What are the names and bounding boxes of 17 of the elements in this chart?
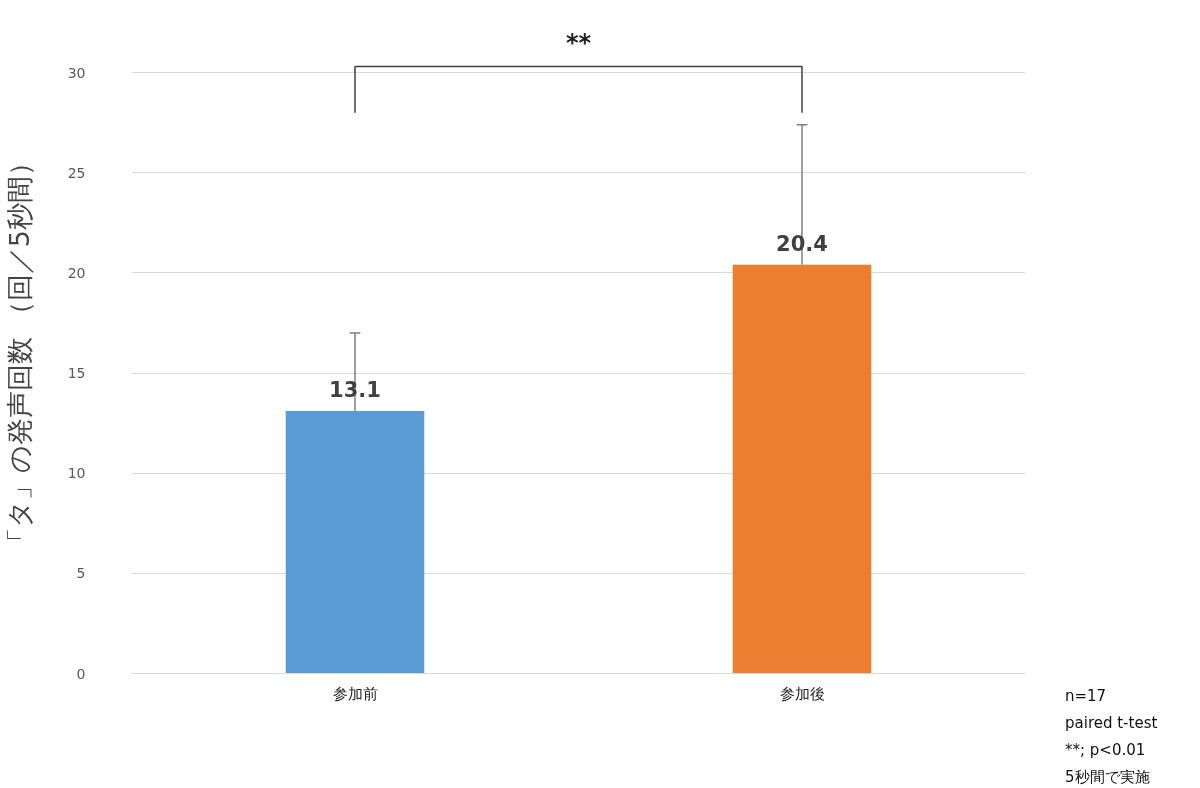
y-tick-label: 5 (76, 565, 86, 582)
data-label: 13.1 (329, 378, 381, 403)
x-tick-label: 参加後 (779, 684, 825, 703)
text: paired t-test (1065, 714, 1158, 732)
text: **; p<0.01 (1065, 741, 1146, 759)
y-tick-label: 10 (67, 465, 86, 482)
y-tick-label: 25 (67, 164, 86, 181)
text: n=17 (1065, 687, 1107, 705)
text: 5秒間で実施 (1065, 768, 1150, 786)
text: ** (565, 28, 592, 57)
x-tick-label: 参加前 (332, 684, 378, 703)
y-tick-label: 30 (67, 64, 86, 81)
y-tick-label: 0 (76, 665, 86, 682)
y-axis-title: 「タ」の発声回数 （回／5秒間） (3, 149, 35, 555)
y-tick-label: 20 (67, 264, 86, 281)
y-tick-label: 15 (67, 365, 86, 382)
data-label: 20.4 (776, 231, 828, 256)
